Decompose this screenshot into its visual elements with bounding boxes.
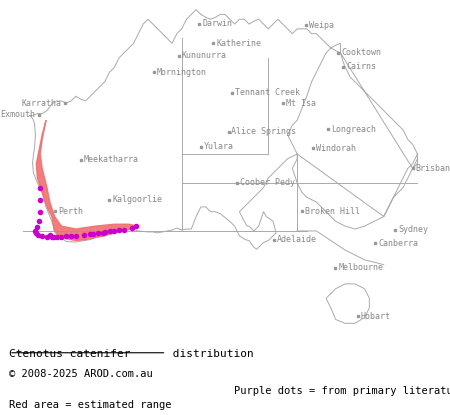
Text: Canberra: Canberra (378, 239, 418, 248)
Text: Red area = estimated range: Red area = estimated range (9, 400, 171, 410)
Text: Weipa: Weipa (309, 21, 333, 30)
Text: Cairns: Cairns (346, 62, 376, 71)
Text: distribution: distribution (166, 349, 254, 359)
Text: Mt Isa: Mt Isa (286, 99, 315, 108)
Text: Karratha: Karratha (22, 99, 62, 108)
Text: Darwin: Darwin (202, 19, 232, 28)
Text: Meekatharra: Meekatharra (84, 155, 139, 164)
Text: Perth: Perth (58, 207, 83, 216)
Text: © 2008-2025 AROD.com.au: © 2008-2025 AROD.com.au (9, 369, 153, 379)
Text: Cooktown: Cooktown (341, 48, 381, 57)
Polygon shape (30, 10, 418, 249)
Text: Brisbane: Brisbane (416, 164, 450, 173)
Text: Kalgoorlie: Kalgoorlie (112, 195, 162, 204)
Text: Alice Springs: Alice Springs (231, 127, 297, 137)
Text: Purple dots = from primary literature: Purple dots = from primary literature (234, 386, 450, 396)
Text: Ctenotus catenifer: Ctenotus catenifer (9, 349, 130, 359)
Text: Broken Hill: Broken Hill (305, 207, 360, 216)
Text: Mornington: Mornington (157, 68, 207, 77)
Text: Melbourne: Melbourne (338, 263, 383, 272)
Text: Longreach: Longreach (331, 125, 376, 134)
Text: Windorah: Windorah (316, 144, 356, 153)
Text: Katherine: Katherine (216, 39, 261, 47)
Text: Coober Pedy: Coober Pedy (240, 178, 295, 188)
Text: Hobart: Hobart (361, 312, 391, 321)
Text: Yulara: Yulara (204, 142, 234, 151)
Text: Adelaide: Adelaide (277, 235, 317, 244)
Polygon shape (36, 120, 139, 241)
Text: Exmouth: Exmouth (1, 110, 36, 119)
Text: Kununurra: Kununurra (182, 51, 227, 60)
Text: Sydney: Sydney (398, 225, 428, 234)
Text: Tennant Creek: Tennant Creek (234, 88, 300, 98)
Polygon shape (326, 284, 369, 323)
